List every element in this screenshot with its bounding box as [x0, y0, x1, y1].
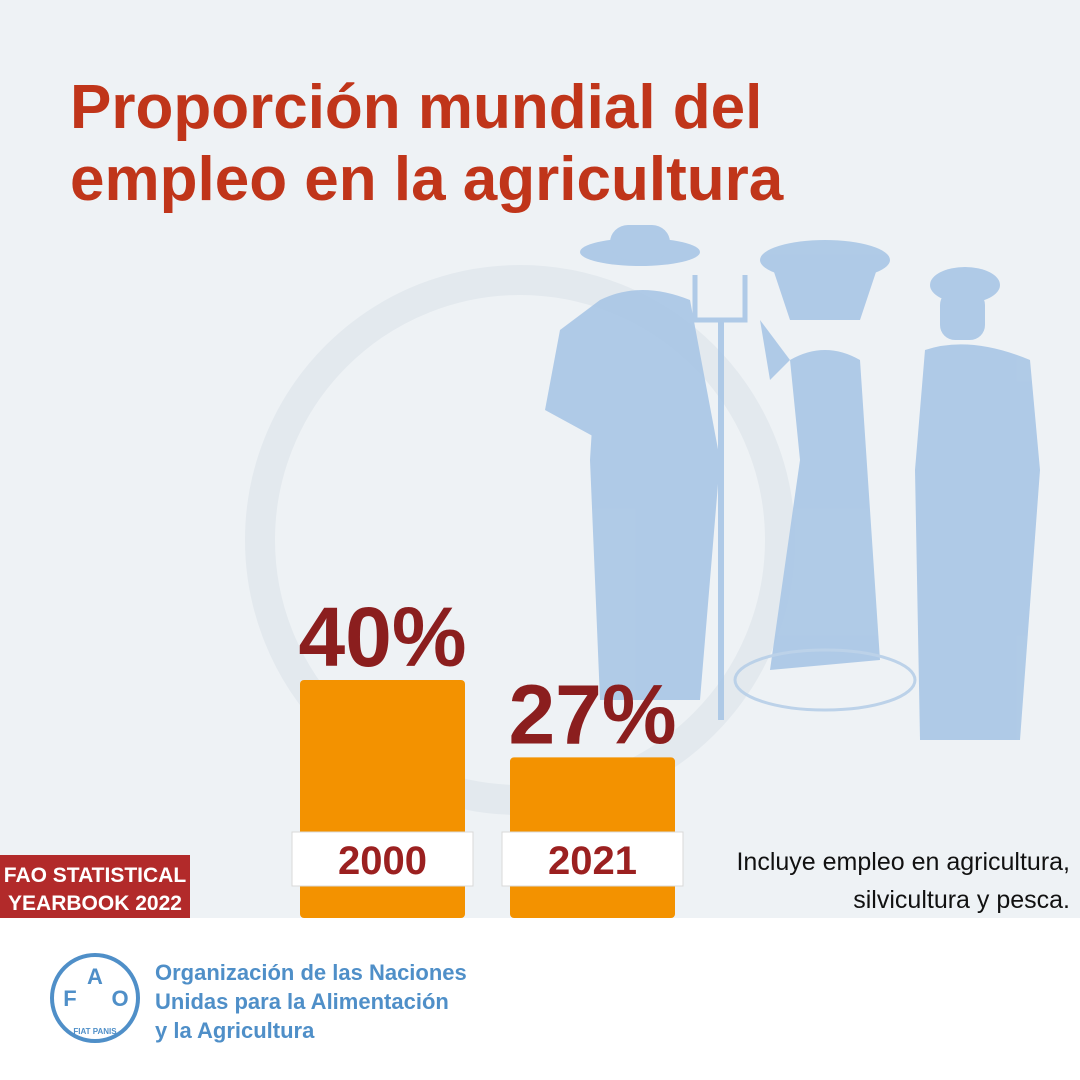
org-name: Unidas para la Alimentación: [155, 989, 449, 1014]
value-label: 27%: [508, 667, 676, 761]
org-name: y la Agricultura: [155, 1018, 315, 1043]
chart-title: Proporción mundial del: [70, 73, 762, 142]
value-label: 40%: [298, 590, 466, 684]
logo-letter: F: [63, 986, 76, 1011]
footer-band: [0, 918, 1080, 1080]
year-box: [501, 831, 684, 887]
badge-text: YEARBOOK 2022: [8, 892, 182, 915]
logo-motto: FIAT PANIS: [73, 1027, 117, 1036]
org-name: Organización de las Naciones: [155, 960, 467, 985]
badge-box: [0, 855, 190, 918]
bars: 40% 2000 27% 2021: [291, 590, 684, 918]
chart-title: empleo en la agricultura: [70, 145, 784, 214]
badge-text: FAO STATISTICAL: [4, 864, 187, 887]
year-box: [291, 831, 474, 887]
x-tick-label: 2021: [548, 839, 637, 883]
fao-logo: F A O FIAT PANIS: [50, 953, 140, 1043]
workers-illustration: [545, 225, 1040, 740]
logo-ring: [50, 953, 140, 1043]
x-tick-label: 2000: [338, 839, 427, 883]
note: silvicultura y pesca.: [853, 886, 1070, 914]
logo-letter: O: [111, 986, 128, 1011]
note: Incluye empleo en agricultura,: [736, 848, 1070, 876]
logo-letter: A: [87, 964, 103, 989]
